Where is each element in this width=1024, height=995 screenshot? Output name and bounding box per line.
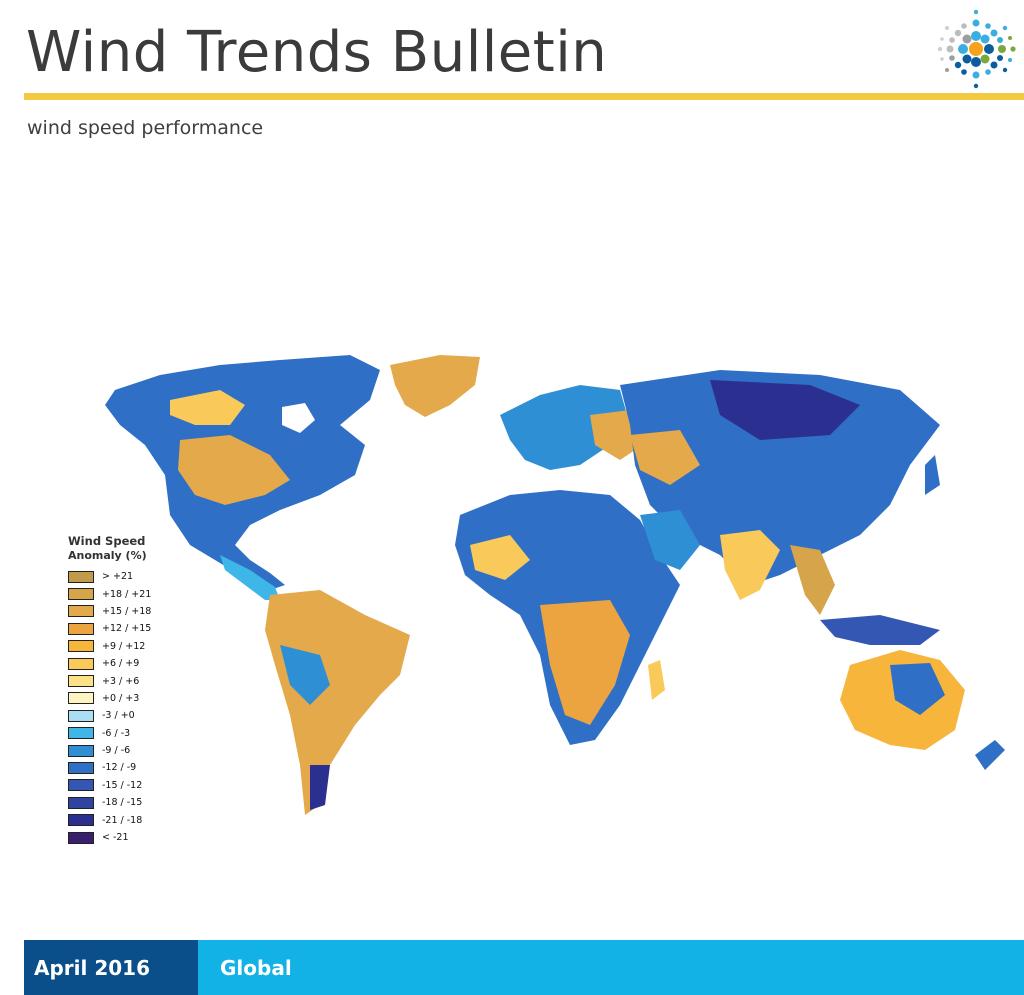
legend-swatch bbox=[68, 605, 94, 618]
legend-label: +18 / +21 bbox=[102, 588, 152, 600]
legend-item: +6 / +9 bbox=[68, 655, 198, 672]
logo-dots bbox=[937, 9, 1016, 89]
legend-item: -12 / -9 bbox=[68, 759, 198, 776]
legend-label: +15 / +18 bbox=[102, 605, 152, 617]
legend-label: +3 / +6 bbox=[102, 675, 140, 687]
legend-swatch bbox=[68, 622, 94, 635]
new-zealand bbox=[975, 740, 1005, 770]
dots-sunburst-logo-icon bbox=[937, 9, 1016, 89]
legend-label: -18 / -15 bbox=[102, 797, 143, 809]
legend-item: -21 / -18 bbox=[68, 811, 198, 828]
legend-swatch bbox=[68, 657, 94, 670]
legend-swatch bbox=[68, 640, 94, 653]
legend-swatch bbox=[68, 779, 94, 792]
map-legend: Wind Speed Anomaly (%) > +21 +18 / +21 +15… bbox=[68, 533, 198, 846]
southeast-asia bbox=[790, 545, 835, 615]
legend-item: +9 / +12 bbox=[68, 638, 198, 655]
legend-label: +6 / +9 bbox=[102, 658, 140, 670]
footer-region: Global bbox=[198, 940, 1024, 995]
india-landmass bbox=[720, 530, 780, 600]
legend-swatch bbox=[68, 761, 94, 774]
south-america-landmass bbox=[265, 590, 410, 815]
legend-swatch bbox=[68, 796, 94, 809]
legend-item: < -21 bbox=[68, 829, 198, 846]
legend-label: +0 / +3 bbox=[102, 692, 140, 704]
legend-label: < -21 bbox=[102, 832, 129, 844]
legend-item: -18 / -15 bbox=[68, 794, 198, 811]
legend-swatch bbox=[68, 570, 94, 583]
legend-swatch bbox=[68, 675, 94, 688]
legend-item: +3 / +6 bbox=[68, 672, 198, 689]
legend-item: +18 / +21 bbox=[68, 585, 198, 602]
japan bbox=[925, 455, 940, 495]
legend-item: -3 / +0 bbox=[68, 707, 198, 724]
legend-swatch bbox=[68, 831, 94, 844]
siberia-strong-negative bbox=[710, 380, 860, 440]
europe-landmass bbox=[500, 385, 630, 470]
legend-item: +12 / +15 bbox=[68, 620, 198, 637]
legend-swatch bbox=[68, 692, 94, 705]
legend-label: -12 / -9 bbox=[102, 762, 137, 774]
indonesia-islands bbox=[820, 615, 940, 645]
world-wind-anomaly-map bbox=[105, 355, 1005, 815]
central-asia-positive-zone bbox=[630, 430, 700, 485]
legend-item: -9 / -6 bbox=[68, 742, 198, 759]
legend-label: -21 / -18 bbox=[102, 814, 143, 826]
legend-item: -6 / -3 bbox=[68, 725, 198, 742]
legend-swatch bbox=[68, 588, 94, 601]
page-title: Wind Trends Bulletin bbox=[26, 20, 608, 85]
africa-positive-zone bbox=[540, 600, 630, 725]
footer-bar: April 2016 Global bbox=[24, 940, 1024, 995]
legend-title: Wind Speed bbox=[68, 534, 146, 548]
legend-item: +15 / +18 bbox=[68, 603, 198, 620]
legend-label: +9 / +12 bbox=[102, 640, 146, 652]
sahel-positive-zone bbox=[470, 535, 530, 580]
arabia-landmass bbox=[640, 510, 700, 570]
legend-label: -3 / +0 bbox=[102, 710, 135, 722]
footer-date: April 2016 bbox=[24, 940, 198, 995]
legend-label: +12 / +15 bbox=[102, 623, 152, 635]
legend-swatch bbox=[68, 727, 94, 740]
greenland-landmass bbox=[390, 355, 480, 417]
legend-subtitle: Anomaly (%) bbox=[68, 549, 147, 562]
legend-swatch bbox=[68, 744, 94, 757]
hudson-bay bbox=[282, 403, 315, 433]
legend-rows: > +21 +18 / +21 +15 / +18 +12 / +15 +9 / +12… bbox=[68, 568, 198, 846]
legend-label: -6 / -3 bbox=[102, 727, 131, 739]
north-america-positive-zone-west bbox=[170, 390, 245, 425]
australia-negative-zone bbox=[890, 663, 945, 715]
south-america-negative-zone bbox=[280, 645, 330, 705]
central-america bbox=[220, 555, 280, 600]
page-subtitle: wind speed performance bbox=[27, 117, 264, 139]
legend-item: > +21 bbox=[68, 568, 198, 585]
legend-item: +0 / +3 bbox=[68, 690, 198, 707]
asia-landmass bbox=[620, 370, 940, 585]
legend-label: > +21 bbox=[102, 571, 134, 583]
legend-label: -15 / -12 bbox=[102, 779, 143, 791]
north-america-positive-zone bbox=[178, 435, 290, 505]
patagonia-negative-zone bbox=[310, 765, 330, 810]
legend-label: -9 / -6 bbox=[102, 745, 131, 757]
legend-item: -15 / -12 bbox=[68, 777, 198, 794]
legend-swatch bbox=[68, 814, 94, 827]
madagascar bbox=[648, 660, 665, 700]
title-underline bbox=[24, 93, 1024, 100]
legend-swatch bbox=[68, 709, 94, 722]
